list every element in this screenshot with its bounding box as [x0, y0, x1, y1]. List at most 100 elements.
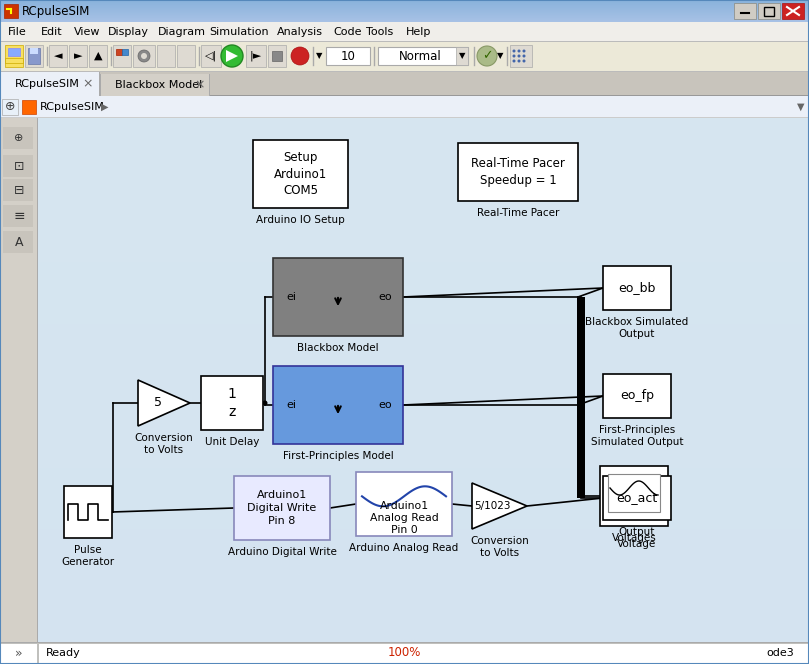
- Bar: [38, 581, 809, 582]
- Bar: [38, 565, 809, 566]
- Bar: [0, 19, 809, 20]
- Bar: [38, 412, 809, 413]
- Bar: [38, 438, 809, 439]
- Bar: [38, 496, 809, 497]
- Text: Analysis: Analysis: [277, 27, 323, 37]
- Bar: [38, 279, 809, 280]
- Bar: [38, 359, 809, 360]
- Bar: [38, 333, 809, 334]
- Bar: [38, 303, 809, 304]
- Bar: [38, 482, 809, 483]
- Bar: [3, 231, 33, 253]
- Bar: [38, 138, 809, 139]
- Bar: [38, 453, 809, 454]
- Bar: [38, 550, 809, 551]
- Bar: [38, 362, 809, 363]
- Bar: [38, 395, 809, 396]
- Text: Ready: Ready: [46, 648, 81, 658]
- Bar: [0, 72, 100, 96]
- Bar: [253, 140, 348, 208]
- Bar: [157, 45, 175, 67]
- Bar: [38, 524, 809, 525]
- Bar: [38, 299, 809, 300]
- Bar: [38, 641, 809, 642]
- Bar: [69, 45, 87, 67]
- Bar: [38, 221, 809, 222]
- Text: Blackbox Model: Blackbox Model: [115, 80, 202, 90]
- Bar: [38, 467, 809, 468]
- Text: eo: eo: [378, 400, 392, 410]
- Bar: [38, 629, 809, 630]
- Text: File: File: [8, 27, 27, 37]
- Bar: [38, 499, 809, 500]
- Bar: [38, 532, 809, 533]
- Bar: [38, 149, 809, 150]
- Bar: [38, 637, 809, 638]
- Bar: [38, 458, 809, 459]
- Bar: [38, 551, 809, 552]
- Bar: [38, 529, 809, 530]
- Bar: [38, 582, 809, 583]
- Bar: [38, 314, 809, 315]
- Bar: [38, 535, 809, 536]
- Bar: [38, 548, 809, 549]
- Bar: [38, 575, 809, 576]
- Bar: [38, 166, 809, 167]
- Bar: [38, 145, 809, 146]
- Bar: [38, 315, 809, 316]
- Bar: [38, 635, 809, 636]
- Bar: [4, 4, 18, 18]
- Bar: [38, 441, 809, 442]
- Bar: [38, 360, 809, 361]
- Circle shape: [141, 53, 147, 59]
- Bar: [38, 184, 809, 185]
- Bar: [38, 216, 809, 217]
- Bar: [38, 261, 809, 262]
- Bar: [234, 476, 330, 540]
- Bar: [38, 517, 809, 518]
- Bar: [38, 634, 809, 635]
- Text: Arduino Analog Read: Arduino Analog Read: [349, 543, 459, 553]
- Bar: [38, 327, 809, 328]
- Bar: [38, 486, 809, 487]
- Bar: [38, 222, 809, 223]
- Circle shape: [221, 45, 243, 67]
- Bar: [0, 21, 809, 22]
- Bar: [99, 72, 100, 96]
- Bar: [38, 480, 809, 481]
- Bar: [38, 476, 809, 477]
- Bar: [37, 118, 38, 642]
- Bar: [38, 620, 809, 621]
- Bar: [38, 546, 809, 547]
- Bar: [356, 472, 452, 536]
- Bar: [38, 139, 809, 140]
- Bar: [38, 175, 809, 176]
- Bar: [38, 574, 809, 575]
- Bar: [458, 143, 578, 201]
- Bar: [8, 48, 20, 56]
- Bar: [38, 571, 809, 572]
- Bar: [38, 623, 809, 624]
- Text: Arduino1
Digital Write
Pin 8: Arduino1 Digital Write Pin 8: [248, 490, 316, 526]
- Circle shape: [512, 50, 515, 52]
- Text: 5/1023: 5/1023: [475, 501, 511, 511]
- Bar: [38, 478, 809, 479]
- Bar: [38, 401, 809, 402]
- Bar: [38, 600, 809, 601]
- Bar: [0, 10, 809, 11]
- Bar: [38, 142, 809, 143]
- Bar: [38, 194, 809, 195]
- Bar: [38, 311, 809, 312]
- Circle shape: [523, 50, 526, 52]
- Bar: [38, 512, 809, 513]
- Bar: [38, 452, 809, 453]
- Text: ▼: ▼: [459, 52, 465, 60]
- Bar: [38, 353, 809, 354]
- Bar: [38, 302, 809, 303]
- Bar: [38, 205, 809, 206]
- Bar: [38, 588, 809, 589]
- Text: ◄: ◄: [53, 51, 62, 61]
- Bar: [0, 1, 809, 2]
- Bar: [38, 270, 809, 271]
- Bar: [38, 171, 809, 172]
